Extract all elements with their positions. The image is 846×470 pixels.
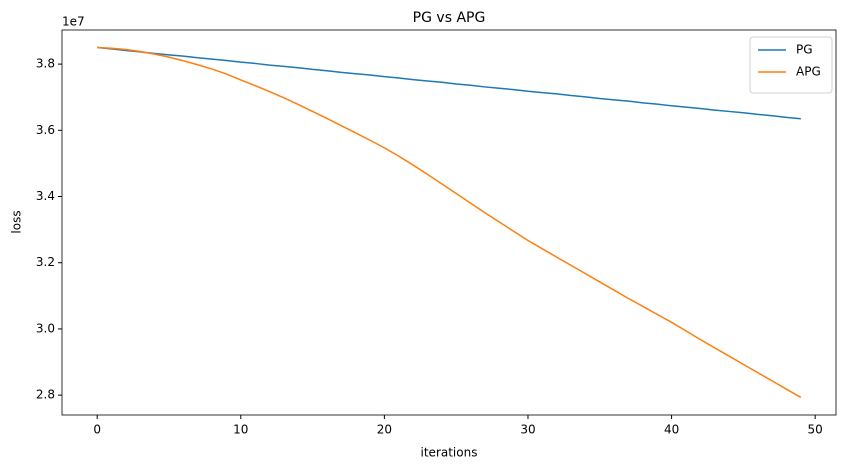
y-axis-label: loss xyxy=(10,210,24,233)
legend-label: APG xyxy=(796,65,821,79)
x-axis-label: iterations xyxy=(421,446,478,460)
y-tick-label: 3.6 xyxy=(36,123,55,137)
x-tick-label: 40 xyxy=(664,423,679,437)
x-tick-label: 0 xyxy=(93,423,101,437)
y-tick-label: 3.2 xyxy=(36,255,55,269)
y-tick-label: 3.4 xyxy=(36,189,55,203)
y-tick-label: 3.0 xyxy=(36,321,55,335)
x-tick-label: 10 xyxy=(233,423,248,437)
series-line xyxy=(97,46,802,399)
axes-frame xyxy=(61,29,837,416)
x-tick-label: 50 xyxy=(808,423,823,437)
x-tick-label: 30 xyxy=(520,423,535,437)
y-tick-label: 3.8 xyxy=(36,57,55,71)
legend-box xyxy=(749,36,833,94)
chart-title: PG vs APG xyxy=(413,10,486,26)
x-tick-label: 20 xyxy=(377,423,392,437)
y-offset-label: 1e7 xyxy=(62,15,85,29)
legend-label: PG xyxy=(796,43,813,57)
series-line xyxy=(97,46,801,120)
y-tick-label: 2.8 xyxy=(36,388,55,402)
